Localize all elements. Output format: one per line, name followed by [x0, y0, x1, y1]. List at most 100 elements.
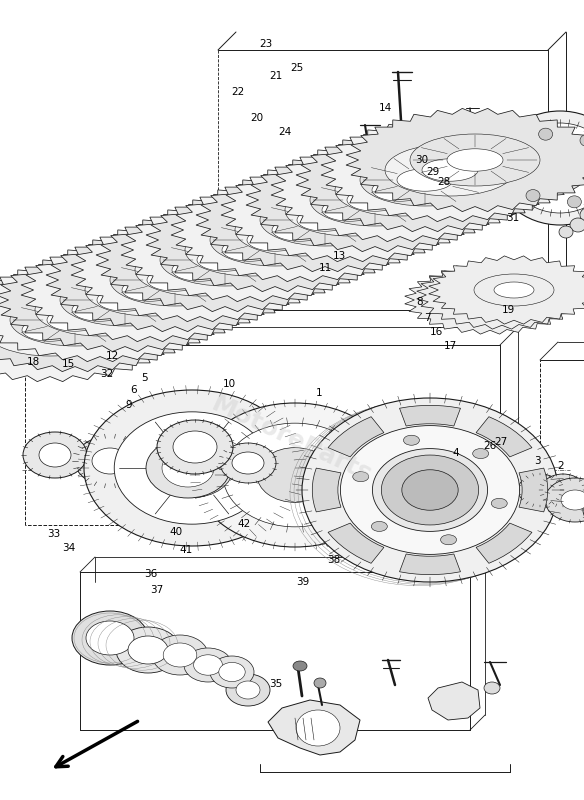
Polygon shape	[196, 169, 454, 271]
Ellipse shape	[544, 154, 576, 182]
Ellipse shape	[257, 448, 333, 502]
Ellipse shape	[128, 636, 168, 664]
Ellipse shape	[381, 455, 479, 525]
Ellipse shape	[340, 426, 520, 554]
Ellipse shape	[447, 149, 503, 171]
Text: 2: 2	[557, 461, 564, 470]
Ellipse shape	[371, 522, 387, 531]
Ellipse shape	[222, 238, 278, 261]
Polygon shape	[46, 229, 304, 331]
Ellipse shape	[495, 111, 584, 225]
Ellipse shape	[580, 207, 584, 223]
Polygon shape	[0, 278, 179, 382]
Ellipse shape	[197, 249, 253, 271]
Ellipse shape	[394, 163, 406, 173]
Ellipse shape	[385, 144, 515, 196]
Ellipse shape	[526, 190, 540, 202]
Ellipse shape	[220, 443, 276, 483]
Text: 14: 14	[379, 103, 392, 113]
Text: 41: 41	[179, 546, 192, 555]
Ellipse shape	[404, 435, 419, 446]
Text: 19: 19	[502, 306, 515, 315]
Ellipse shape	[172, 258, 228, 282]
Ellipse shape	[151, 438, 233, 498]
Text: 26: 26	[483, 442, 496, 451]
Text: 20: 20	[251, 114, 263, 123]
Ellipse shape	[410, 134, 540, 186]
Ellipse shape	[372, 178, 428, 202]
Text: 35: 35	[269, 679, 282, 689]
Ellipse shape	[570, 218, 584, 232]
Ellipse shape	[482, 287, 522, 303]
Polygon shape	[405, 266, 575, 334]
Text: 29: 29	[427, 167, 440, 177]
Text: 36: 36	[144, 570, 157, 579]
Ellipse shape	[185, 224, 315, 276]
Polygon shape	[271, 138, 529, 242]
Ellipse shape	[232, 452, 264, 474]
Ellipse shape	[247, 229, 303, 251]
Ellipse shape	[474, 274, 554, 306]
Ellipse shape	[195, 403, 395, 547]
Polygon shape	[328, 523, 384, 563]
Polygon shape	[171, 178, 429, 282]
Ellipse shape	[545, 478, 584, 522]
Polygon shape	[96, 209, 354, 311]
Text: 27: 27	[495, 437, 507, 446]
Ellipse shape	[114, 412, 270, 524]
Text: 21: 21	[269, 71, 282, 81]
Ellipse shape	[272, 218, 328, 242]
Text: MotoreParts: MotoreParts	[208, 392, 376, 488]
Polygon shape	[0, 249, 254, 351]
Text: 4: 4	[452, 448, 459, 458]
Ellipse shape	[72, 298, 128, 321]
Ellipse shape	[162, 449, 214, 487]
Ellipse shape	[235, 204, 365, 256]
Text: 31: 31	[506, 213, 519, 222]
Polygon shape	[121, 198, 379, 302]
Ellipse shape	[398, 467, 462, 513]
Ellipse shape	[512, 156, 526, 168]
Text: 25: 25	[290, 63, 303, 73]
Text: 28: 28	[437, 178, 450, 187]
Ellipse shape	[541, 474, 584, 506]
Polygon shape	[399, 554, 460, 574]
Ellipse shape	[561, 490, 584, 510]
Text: 15: 15	[62, 359, 75, 369]
Polygon shape	[0, 269, 204, 371]
Polygon shape	[328, 417, 384, 457]
Text: 16: 16	[430, 327, 443, 337]
Text: 1: 1	[316, 388, 323, 398]
Text: 11: 11	[319, 263, 332, 273]
Text: 30: 30	[415, 155, 428, 165]
Ellipse shape	[10, 294, 140, 346]
Ellipse shape	[210, 214, 340, 266]
Ellipse shape	[532, 144, 584, 192]
Ellipse shape	[583, 492, 584, 528]
Ellipse shape	[397, 169, 453, 191]
Ellipse shape	[85, 264, 215, 316]
Ellipse shape	[450, 284, 530, 316]
Text: 38: 38	[328, 555, 340, 565]
Text: 22: 22	[232, 87, 245, 97]
Ellipse shape	[260, 194, 390, 246]
Ellipse shape	[226, 674, 270, 706]
Ellipse shape	[22, 318, 78, 341]
Ellipse shape	[296, 710, 340, 746]
Ellipse shape	[84, 390, 300, 546]
Ellipse shape	[559, 226, 573, 238]
Text: 34: 34	[62, 543, 75, 553]
Polygon shape	[321, 118, 579, 222]
Text: 37: 37	[150, 586, 163, 595]
Polygon shape	[399, 406, 460, 426]
Text: 17: 17	[444, 341, 457, 350]
Ellipse shape	[335, 164, 465, 216]
Polygon shape	[146, 189, 404, 291]
Ellipse shape	[422, 158, 478, 182]
Ellipse shape	[484, 682, 500, 694]
Ellipse shape	[39, 443, 71, 467]
Text: 12: 12	[106, 351, 119, 361]
Text: 23: 23	[259, 39, 272, 49]
Ellipse shape	[146, 438, 230, 498]
Ellipse shape	[135, 244, 265, 296]
